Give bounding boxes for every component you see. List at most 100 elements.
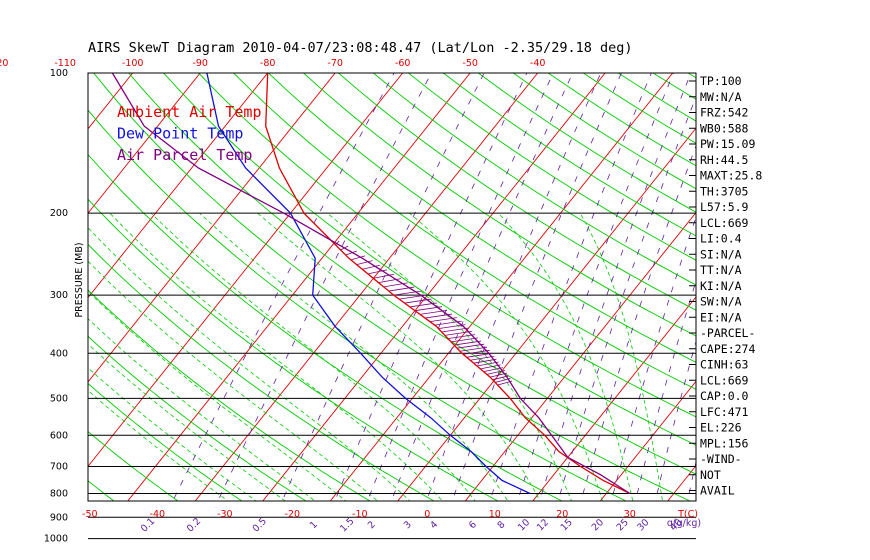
dry-adiabat-line [88, 289, 371, 501]
mixing-ratio-label: 1 [308, 519, 320, 531]
top-tick-label: -120 [0, 58, 8, 69]
side-panel-item: SI:N/A [700, 247, 742, 261]
side-panel-item: TT:N/A [700, 263, 742, 277]
dry-adiabat-line [408, 73, 696, 261]
isotherm-line [127, 73, 471, 501]
moist-adiabat-line [88, 367, 257, 501]
moist-adiabat-line [579, 213, 663, 501]
dry-adiabat-line [163, 73, 696, 446]
bottom-temperature-axis: -50 -40 -30 -20 -10 0 10 20 30 T(C) [82, 509, 698, 520]
top-tick-label: -70 [327, 58, 343, 69]
mixing-ratio-label: 3 [402, 519, 414, 531]
mixing-ratio-line [557, 95, 696, 501]
cape-hatch-line [476, 361, 499, 367]
side-panel-item: NOT [700, 468, 721, 482]
mixing-ratio-label: 2 [366, 519, 378, 531]
isotherm-line [667, 464, 696, 501]
side-panel-item: EL:226 [700, 421, 742, 435]
series-line [111, 73, 631, 495]
mixing-ratio-line [610, 215, 696, 501]
moist-adiabat-line [409, 212, 603, 501]
isotherm-line [88, 73, 336, 383]
isobar-lines [88, 72, 696, 540]
pressure-tick-label: 800 [50, 488, 68, 499]
mixing-ratio-line [425, 73, 602, 501]
isotherm-line [0, 73, 65, 548]
moist-adiabat-line [88, 390, 229, 501]
grid-lines [0, 73, 870, 548]
side-panel-item: TH:3705 [700, 184, 748, 198]
side-panel-item: KI:N/A [700, 279, 742, 293]
y-axis-label: PRESSURE (MB) [74, 242, 85, 317]
dry-adiabat-line [88, 198, 499, 501]
cape-hatch-line [456, 343, 485, 349]
side-panel-item: L57:5.9 [700, 200, 749, 214]
moist-adiabat-line [199, 212, 509, 501]
side-panel-item: RH:44.5 [700, 153, 748, 167]
dry-adiabat-line [88, 382, 243, 501]
pressure-tick-label: 200 [50, 208, 68, 219]
moist-adiabat-line [150, 212, 476, 501]
isotherm-line [194, 73, 539, 501]
pressure-tick-label: 500 [50, 393, 68, 404]
bottom-tick-label: 0 [424, 509, 430, 520]
side-panel-item: SW:N/A [700, 295, 742, 309]
top-tick-label: -50 [462, 58, 478, 69]
cape-hatch-line [480, 364, 501, 370]
moist-adiabat-line [88, 260, 379, 501]
dry-adiabat-line [443, 73, 696, 237]
pressure-tick-label: 100 [50, 68, 68, 79]
mixing-ratio-line [217, 73, 432, 501]
dry-adiabat-line [93, 73, 692, 501]
moist-adiabat-line [88, 318, 316, 501]
bottom-tick-label: -10 [352, 509, 368, 520]
mixing-ratio-unit: q(g/kg) [667, 518, 701, 529]
dry-adiabat-line [88, 480, 115, 501]
side-panel-item: AVAIL [700, 484, 735, 498]
pressure-axis: 100 200 300 400 500 600 700 800 900 1000 [44, 68, 68, 545]
top-tick-label: -60 [395, 58, 411, 69]
dry-adiabat-line [198, 73, 696, 418]
side-panel-item: PW:15.09 [700, 137, 755, 151]
side-panel-item: TP:100 [700, 74, 742, 88]
cape-hatch-line [454, 340, 482, 346]
moist-adiabat-line [257, 212, 541, 501]
dry-adiabat-line [88, 243, 435, 501]
legend-item: Dew Point Temp [117, 125, 243, 143]
dry-adiabat-line [88, 109, 628, 501]
mixing-ratio-line [517, 73, 674, 501]
bottom-axis-unit: T(C) [677, 509, 698, 520]
pressure-tick-label: 300 [50, 290, 68, 301]
isotherm-line [832, 73, 870, 548]
bottom-tick-label: 20 [556, 509, 568, 520]
dry-adiabat-line [793, 73, 870, 548]
isotherm-line [599, 380, 696, 501]
top-tick-label: -40 [530, 58, 546, 69]
pressure-tick-label: 700 [50, 461, 68, 472]
side-panel-item: -WIND- [700, 452, 742, 466]
cape-hatch-line [463, 349, 490, 355]
side-panel-item: WB0:588 [700, 121, 749, 135]
pressure-tick-label: 1000 [44, 534, 68, 545]
cape-hatch-line [450, 337, 479, 343]
dry-adiabat-line [373, 73, 696, 286]
dry-adiabat-line [128, 73, 696, 475]
top-tick-label: -100 [122, 58, 144, 69]
bottom-tick-label: 30 [624, 509, 636, 520]
cape-hatch-line [350, 255, 366, 261]
mixing-ratio-line [281, 73, 485, 501]
bottom-tick-label: -30 [217, 509, 233, 520]
cape-hatch-line [367, 269, 388, 275]
top-temperature-axis: -120 -110 -100 -90 -80 -70 -60 -50 -40 [0, 58, 545, 69]
side-panel-item: LCL:669 [700, 373, 749, 387]
isotherm-line [88, 73, 134, 130]
mixing-ratio-label: 0.2 [185, 516, 203, 534]
cape-hatch-line [373, 273, 395, 279]
side-panel-item: CAP:0.0 [700, 389, 749, 403]
dry-adiabat-line [478, 73, 696, 213]
bottom-tick-label: 10 [489, 509, 501, 520]
dry-adiabat-line [652, 73, 696, 100]
top-tick-label: -110 [54, 58, 76, 69]
cape-hatch-line [383, 282, 408, 288]
